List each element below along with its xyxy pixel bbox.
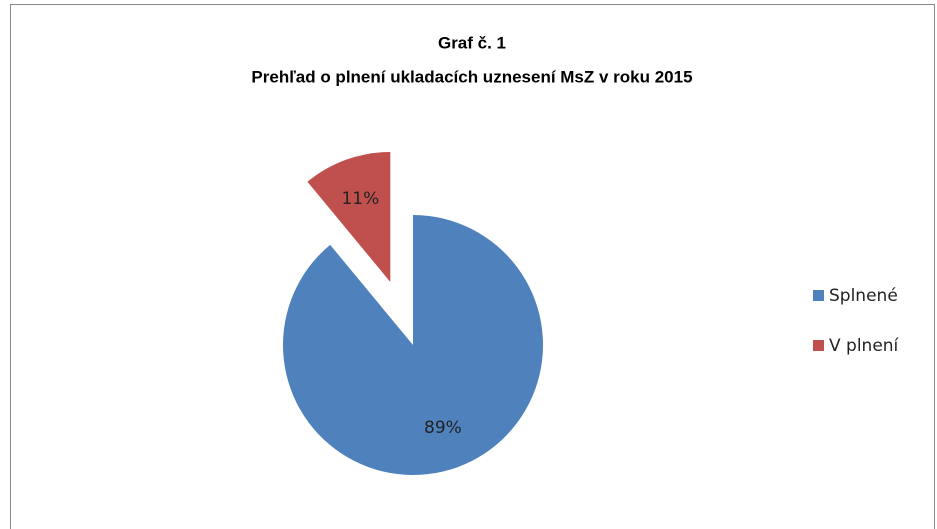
- chart-title: Prehľad o plnení ukladacích uznesení MsZ…: [251, 67, 692, 86]
- data-label: 89%: [424, 418, 462, 438]
- legend-swatch: [813, 290, 824, 301]
- pie-slice: [307, 151, 391, 282]
- legend-label: Splnené: [829, 286, 898, 306]
- data-label: 11%: [341, 189, 379, 209]
- legend-label: V plnení: [829, 336, 900, 356]
- legend-swatch: [813, 340, 824, 351]
- pie-slice: [283, 215, 543, 475]
- chart-title: Graf č. 1: [438, 33, 506, 52]
